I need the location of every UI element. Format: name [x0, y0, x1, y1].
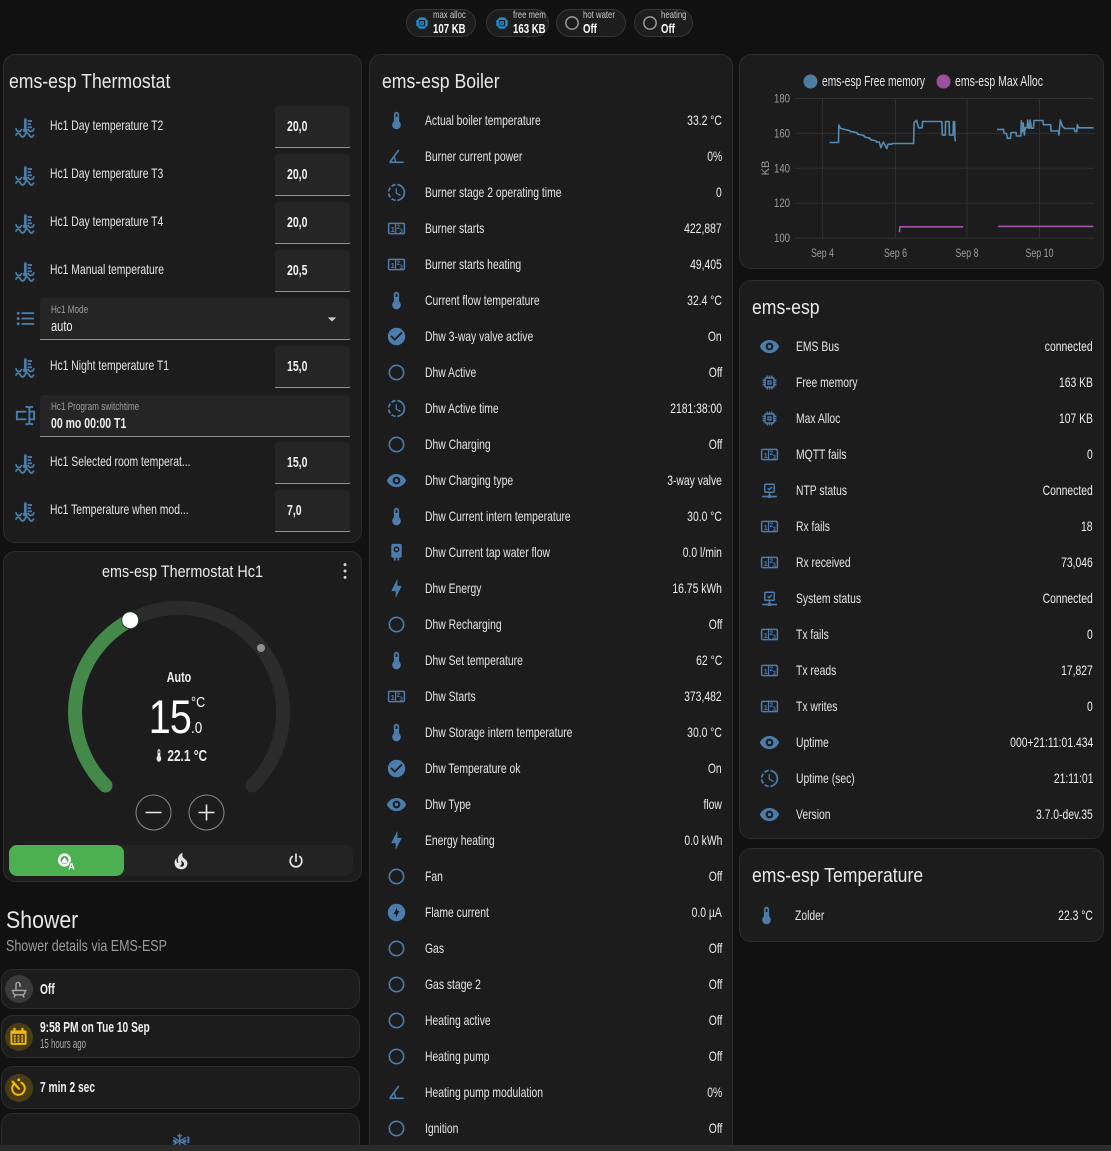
svg-text:1: 1 [764, 450, 768, 459]
svg-text:2: 2 [770, 522, 774, 529]
svg-text:2: 2 [770, 702, 774, 709]
svg-text:1: 1 [391, 692, 395, 701]
svg-text:ems-esp Free memory: ems-esp Free memory [822, 74, 926, 90]
svg-text:KB: KB [760, 161, 772, 176]
svg-text:3: 3 [772, 525, 776, 532]
svg-text:1: 1 [764, 522, 768, 531]
svg-text:3: 3 [399, 263, 403, 270]
svg-text:1: 1 [391, 224, 395, 233]
svg-text:A: A [69, 861, 76, 871]
svg-text:ems-esp Max Alloc: ems-esp Max Alloc [955, 74, 1043, 90]
svg-text:3: 3 [399, 227, 403, 234]
svg-text:3: 3 [772, 453, 776, 460]
svg-text:2: 2 [770, 630, 774, 637]
svg-text:2: 2 [397, 260, 401, 267]
svg-text:2: 2 [770, 450, 774, 457]
svg-text:1: 1 [391, 260, 395, 269]
svg-text:Sep 10: Sep 10 [1026, 246, 1054, 260]
svg-text:Sep 6: Sep 6 [884, 246, 907, 260]
svg-text:Sep 8: Sep 8 [956, 246, 979, 260]
svg-text:1: 1 [764, 666, 768, 675]
svg-text:Sep 4: Sep 4 [811, 246, 834, 260]
svg-text:2: 2 [770, 666, 774, 673]
svg-text:160: 160 [774, 126, 790, 140]
svg-text:3: 3 [772, 561, 776, 568]
svg-text:3: 3 [772, 633, 776, 640]
svg-text:100: 100 [774, 231, 790, 245]
svg-text:120: 120 [774, 196, 790, 210]
svg-text:3: 3 [772, 669, 776, 676]
svg-text:2: 2 [397, 692, 401, 699]
svg-text:1: 1 [764, 630, 768, 639]
svg-text:3: 3 [772, 705, 776, 712]
svg-text:140: 140 [774, 161, 790, 175]
svg-text:2: 2 [770, 558, 774, 565]
svg-text:2: 2 [397, 224, 401, 231]
svg-text:3: 3 [399, 695, 403, 702]
svg-text:180: 180 [774, 92, 790, 106]
svg-text:1: 1 [764, 702, 768, 711]
svg-text:1: 1 [764, 558, 768, 567]
